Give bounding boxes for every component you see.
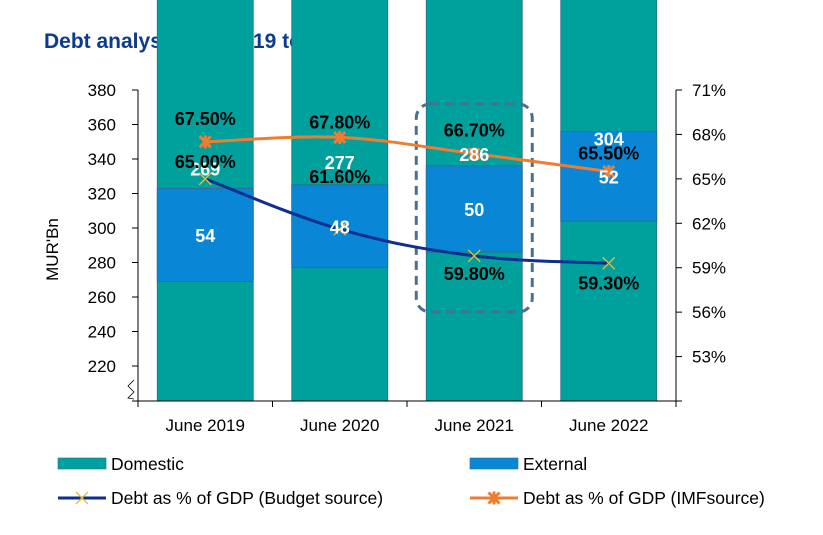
- legend: Domestic External Debt as % of GDP (Budget…: [57, 454, 765, 508]
- y2-tick-label: 59%: [692, 259, 726, 278]
- labels-layer: 269 54 277 48 286 50 304 52 65.00% 61.60% 59.80% 59…: [175, 109, 640, 293]
- legend-label: Debt as % of GDP (IMFsource): [523, 488, 765, 508]
- marker-asterisk-icon: [333, 130, 347, 144]
- y-tick-label: 380: [88, 81, 116, 100]
- bars-layer: [156, 0, 658, 402]
- pct-label: 59.80%: [444, 264, 505, 284]
- bar-value-label: 48: [330, 217, 350, 237]
- y-tick-label: 240: [88, 323, 116, 342]
- marker-x-icon: [602, 256, 616, 270]
- bar-external-2: [425, 165, 523, 253]
- pct-label: 65.50%: [578, 143, 639, 163]
- bar-value-label: 304: [594, 130, 624, 150]
- bar-value-label: 269: [190, 160, 220, 180]
- axis-break-icon: [127, 379, 135, 400]
- y-tick-label: 340: [88, 150, 116, 169]
- bar-value-label: 50: [464, 200, 484, 220]
- line-budget: [204, 177, 609, 265]
- marker-asterisk-icon: [602, 164, 616, 179]
- legend-marker-x-icon: [75, 491, 89, 505]
- highlight-layer: [414, 102, 534, 314]
- y2-tick-label: 65%: [692, 170, 726, 189]
- y-axis-label: MUR'Bn: [43, 218, 62, 281]
- marker-asterisk-icon: [198, 135, 212, 149]
- y2-tick-label: 71%: [692, 81, 726, 100]
- x-tick-label: June 2020: [300, 416, 379, 435]
- bar-value-label: 277: [325, 153, 355, 173]
- y-tick-label: 220: [88, 357, 116, 376]
- lines-layer: [198, 130, 616, 270]
- y-tick-label: 260: [88, 288, 116, 307]
- line-imf: [205, 135, 609, 173]
- marker-x-icon: [333, 222, 347, 236]
- y-tick-label: 320: [88, 185, 116, 204]
- pct-label: 61.60%: [309, 167, 370, 187]
- y2-tick-label: 68%: [692, 125, 726, 144]
- marker-asterisk-icon: [467, 147, 481, 161]
- highlight-box: [414, 102, 534, 314]
- y2-tick-label: 62%: [692, 214, 726, 233]
- pct-label: 67.80%: [309, 112, 370, 132]
- y2-tick-label: 53%: [692, 348, 726, 367]
- legend-label: Domestic: [111, 454, 184, 474]
- x-tick-label: June 2022: [569, 416, 648, 435]
- marker-x-icon: [467, 249, 481, 263]
- pct-label: 65.00%: [175, 152, 236, 172]
- axes-layer: 220 240 260 280 300 320 340 360 380 MUR'Bn 53% 56% 5…: [43, 81, 726, 435]
- bar-value-label: 286: [459, 145, 489, 165]
- pct-label: 59.30%: [578, 273, 639, 293]
- legend-label: External: [523, 454, 587, 474]
- y-tick-label: 300: [88, 219, 116, 238]
- bar-value-label: 52: [599, 167, 619, 187]
- bar-external-1: [291, 184, 389, 269]
- legend-label: Debt as % of GDP (Budget source): [111, 488, 383, 508]
- x-tick-label: June 2021: [435, 416, 514, 435]
- bar-external-0: [156, 187, 254, 282]
- legend-marker-asterisk-icon: [487, 491, 501, 505]
- x-tick-label: June 2019: [166, 416, 245, 435]
- y2-tick-label: 56%: [692, 303, 726, 322]
- pct-label: 66.70%: [444, 121, 505, 141]
- legend-swatch-domestic: [57, 457, 107, 470]
- y-tick-label: 360: [88, 116, 116, 135]
- marker-x-icon: [198, 172, 212, 186]
- bar-value-label: 54: [195, 226, 215, 246]
- legend-swatch-external: [469, 457, 519, 470]
- pct-label: 67.50%: [175, 109, 236, 129]
- y-tick-label: 280: [88, 254, 116, 273]
